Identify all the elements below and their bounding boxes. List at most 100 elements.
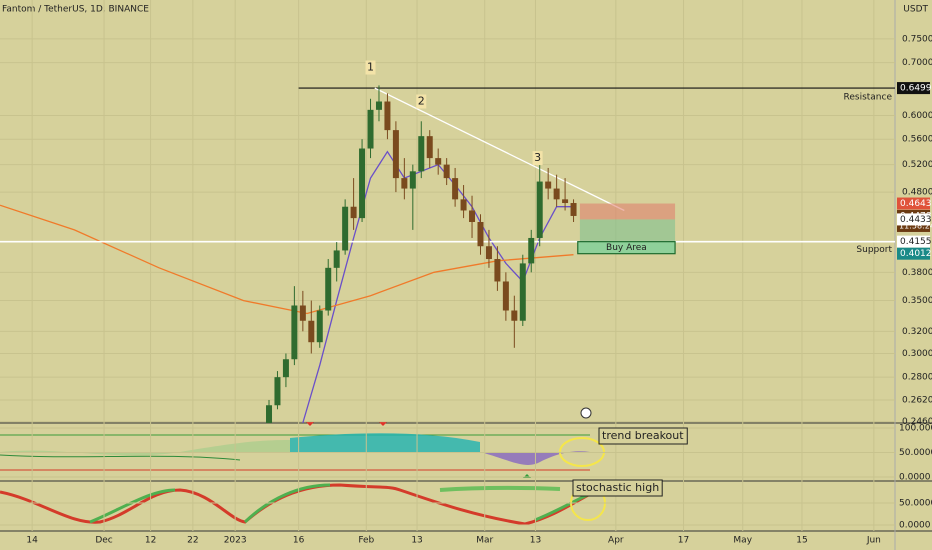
x-tick-label: Apr: [608, 536, 624, 546]
annotation: stochastic high: [576, 481, 659, 494]
y-tick-label: 0.0000: [899, 473, 931, 483]
x-tick-label: 14: [26, 536, 38, 546]
candle-body: [325, 267, 332, 311]
candle-body: [375, 101, 382, 110]
wave-label: 1: [367, 61, 374, 74]
candle-body: [418, 136, 425, 172]
candle-body: [545, 181, 552, 189]
y-tick-label: 0.3200: [902, 327, 932, 337]
y-tick-label: 0.7500: [902, 34, 932, 44]
candle-body: [426, 136, 433, 159]
y-tick-label: 0.6000: [902, 111, 932, 121]
price-tag: [897, 235, 930, 248]
y-tick-label: 0.2800: [902, 373, 932, 383]
target-zone: [579, 219, 676, 242]
resistance-label: Resistance: [844, 93, 893, 103]
x-tick-label: 2023: [224, 536, 247, 546]
candle-body: [384, 101, 391, 131]
y-tick-label: 100.0000: [899, 424, 932, 434]
candle-body: [359, 148, 366, 219]
x-tick-label: 12: [145, 536, 156, 546]
x-tick-label: 13: [411, 536, 422, 546]
y-tick-label: 0.2620: [902, 395, 932, 405]
candle-body: [469, 210, 476, 222]
price-tag-label: 0.4643: [900, 199, 932, 209]
candle-body: [528, 237, 535, 264]
y-tick-label: 0.5600: [902, 135, 932, 145]
x-tick-label: 13: [530, 536, 541, 546]
x-tick-label: Jun: [866, 536, 881, 546]
y-tick-label: 50.0000: [899, 499, 932, 509]
wave-label-box: [416, 94, 427, 109]
buy-area: [577, 241, 676, 255]
candle-body: [342, 206, 349, 251]
alert-icon[interactable]: [580, 407, 592, 419]
candle-body: [409, 171, 416, 189]
price-tag-label: 0.6499: [900, 84, 932, 94]
candle-body: [316, 310, 323, 343]
x-tick-label: 15: [796, 536, 807, 546]
candle-body: [562, 199, 569, 204]
candle-body: [511, 310, 518, 321]
annotation-box: [598, 427, 688, 445]
candle-body: [392, 130, 399, 179]
annotation-box: [572, 479, 663, 497]
candle-body: [553, 188, 560, 200]
wave-label: 2: [418, 94, 425, 107]
countdown: 11:58:24: [899, 221, 932, 230]
price-tag-label: 0.4012: [900, 249, 932, 259]
candle-body: [282, 359, 289, 378]
candle-body: [570, 203, 577, 216]
wave-label-box: [532, 151, 543, 166]
buy-area-label: Buy Area: [606, 243, 647, 253]
candle-body: [350, 206, 357, 219]
y-tick-label: 0.4800: [902, 188, 932, 198]
x-tick-label: 16: [293, 536, 305, 546]
y-tick-label: 0.5200: [902, 160, 932, 170]
candle-body: [452, 178, 459, 200]
x-tick-label: Dec: [95, 536, 112, 546]
candle-body: [536, 181, 543, 238]
wave-label-box: [365, 60, 376, 75]
candle-body: [494, 259, 501, 282]
price-tag: [897, 82, 930, 95]
candle-body: [485, 246, 492, 260]
candle-body: [291, 305, 298, 360]
price-tag: [897, 247, 930, 260]
candle-body: [477, 221, 484, 247]
candle-body: [502, 281, 509, 311]
price-tag: [897, 197, 930, 210]
y-tick-label: 0.0000: [899, 521, 931, 531]
x-tick-label: May: [733, 536, 752, 546]
support-label: Support: [856, 245, 892, 255]
candle-body: [443, 164, 450, 179]
candle-body: [266, 405, 273, 423]
price-tag-label: 0.4155: [900, 237, 932, 247]
candle-body: [435, 158, 442, 165]
currency: USDT: [903, 5, 928, 15]
x-tick-label: Feb: [358, 536, 374, 546]
chart-title: Fantom / TetherUS, 1D, BINANCE: [2, 5, 149, 15]
candle-body: [299, 305, 306, 321]
candle-body: [460, 199, 467, 211]
y-tick-label: 0.3500: [902, 296, 932, 306]
y-tick-label: 0.7000: [902, 58, 932, 68]
candle-body: [333, 250, 340, 268]
x-tick-label: Mar: [476, 536, 493, 546]
candle-body: [519, 263, 526, 321]
candle-body: [274, 377, 281, 406]
candle-body: [308, 320, 315, 343]
x-tick-label: 22: [187, 536, 198, 546]
y-tick-label: 50.0000: [899, 448, 932, 458]
stop-zone: [579, 203, 676, 220]
y-tick-label: 0.3000: [902, 349, 932, 359]
y-tick-label: 0.3800: [902, 268, 932, 278]
moving-average: [0, 204, 574, 315]
candle-body: [401, 178, 408, 189]
price-tag-label: 0.4433: [900, 215, 932, 225]
candle-body: [367, 109, 374, 149]
x-tick-label: 17: [678, 536, 689, 546]
wave-label: 3: [534, 151, 541, 164]
